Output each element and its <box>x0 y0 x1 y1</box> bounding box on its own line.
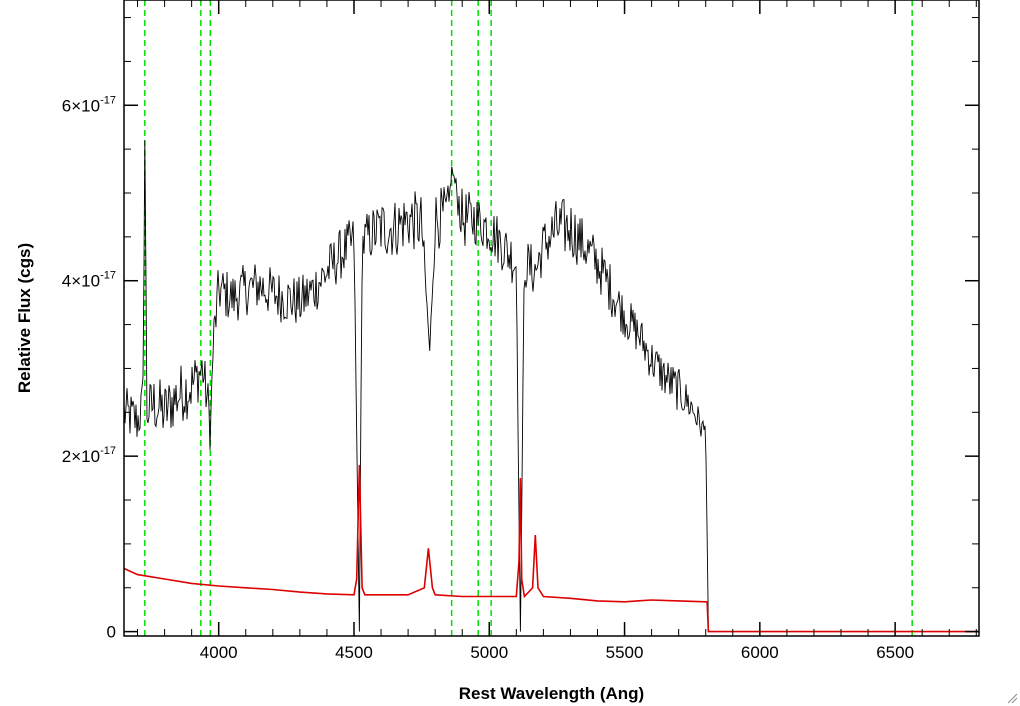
series-line-flux <box>123 140 979 633</box>
y-tick-label: 2×10-17 <box>62 445 116 466</box>
x-axis-title: Rest Wavelength (Ang) <box>459 684 644 703</box>
y-tick-label: 4×10-17 <box>62 270 116 291</box>
y-tick-label: 0 <box>107 623 116 642</box>
x-tick-label: 5000 <box>470 643 508 662</box>
ticks-layer: 4000 4500 5000 5500 6000 6500 0 2×10-17 4×10-17 6… <box>62 0 979 662</box>
plot-frame <box>123 0 980 637</box>
x-tick-label: 4000 <box>200 643 238 662</box>
y-axis-title: Relative Flux (cgs) <box>15 243 34 393</box>
resize-grip-icon[interactable] <box>1006 692 1018 704</box>
y-tick-label: 6×10-17 <box>62 94 116 115</box>
reference-lines <box>144 0 913 636</box>
series-layer <box>123 140 979 633</box>
x-tick-label: 6000 <box>741 643 779 662</box>
series-line-error <box>123 464 979 633</box>
x-tick-label: 6500 <box>876 643 914 662</box>
x-tick-label: 4500 <box>335 643 373 662</box>
x-tick-label: 5500 <box>606 643 644 662</box>
